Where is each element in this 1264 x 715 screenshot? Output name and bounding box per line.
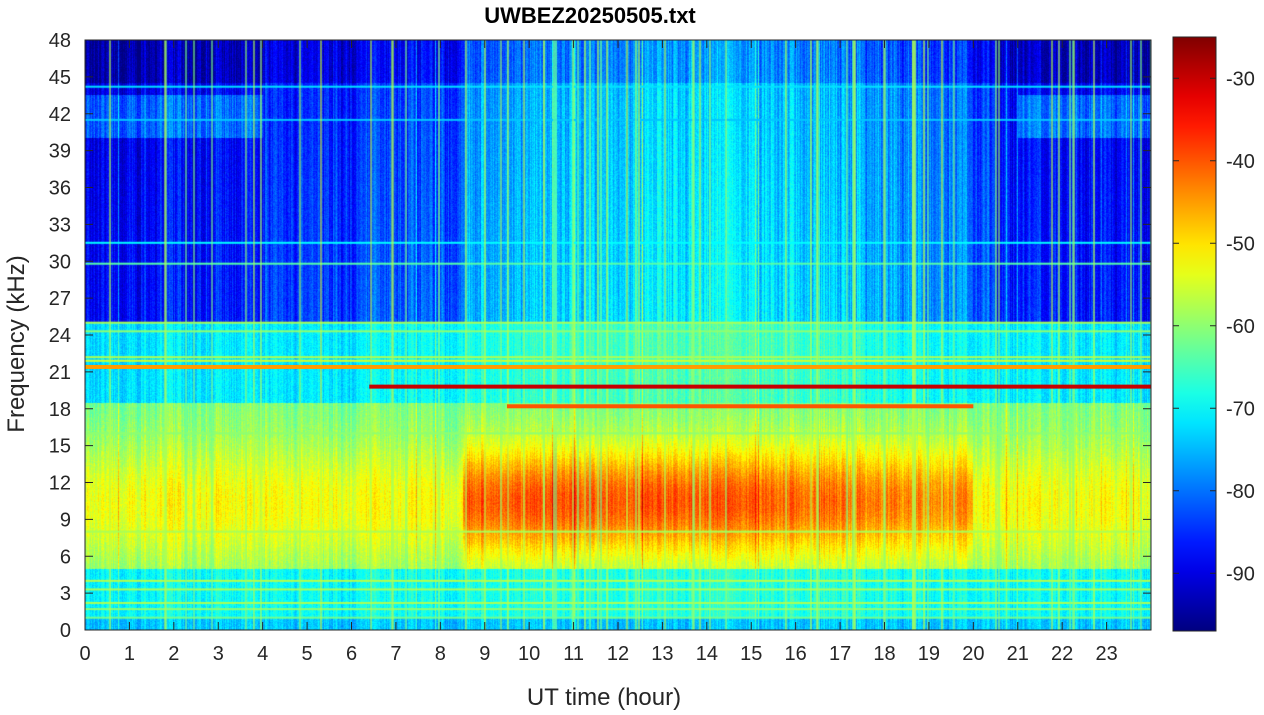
spectrogram-image — [85, 40, 1151, 630]
x-tick-label: 3 — [213, 643, 224, 665]
colorbar-tick-label: -50 — [1226, 233, 1255, 255]
x-tick-label: 9 — [479, 643, 490, 665]
y-tick-label: 33 — [49, 214, 71, 236]
y-tick-label: 27 — [49, 288, 71, 310]
y-tick-label: 3 — [60, 583, 71, 605]
colorbar-gradient — [1172, 36, 1217, 632]
x-tick-label: 17 — [829, 643, 851, 665]
x-tick-label: 8 — [435, 643, 446, 665]
y-tick-label: 24 — [49, 325, 71, 347]
x-tick-label: 13 — [651, 643, 673, 665]
y-tick-label: 39 — [49, 141, 71, 163]
x-tick-label: 5 — [302, 643, 313, 665]
y-tick-label: 45 — [49, 67, 71, 89]
x-tick-label: 14 — [696, 643, 718, 665]
colorbar-tick-label: -80 — [1226, 481, 1255, 503]
x-tick-label: 2 — [168, 643, 179, 665]
x-tick-label: 10 — [518, 643, 540, 665]
transmitter-line-2 — [85, 364, 1151, 369]
transmitter-line-1 — [506, 404, 974, 409]
y-tick-label: 30 — [49, 251, 71, 273]
y-tick-label: 48 — [49, 30, 71, 52]
x-tick-label: 23 — [1095, 643, 1117, 665]
x-tick-label: 1 — [124, 643, 135, 665]
y-tick-label: 21 — [49, 362, 71, 384]
x-tick-label: 12 — [607, 643, 629, 665]
y-tick-label: 42 — [49, 104, 71, 126]
x-tick-label: 15 — [740, 643, 762, 665]
y-tick-label: 18 — [49, 399, 71, 421]
transmitter-line-0 — [369, 384, 1151, 389]
x-tick-label: 19 — [918, 643, 940, 665]
plot-area — [84, 39, 1152, 631]
x-tick-label: 6 — [346, 643, 357, 665]
colorbar: -90 -80 -70 -60 -50 -40 -30 — [1172, 36, 1255, 632]
colorbar-tick-label: -40 — [1226, 151, 1255, 173]
x-axis-label: UT time (hour) — [527, 684, 681, 711]
x-tick-label: 0 — [79, 643, 90, 665]
colorbar-tick-label: -90 — [1226, 563, 1255, 585]
x-tick-label: 7 — [390, 643, 401, 665]
y-axis-label: Frequency (kHz) — [3, 255, 30, 432]
y-tick-label: 0 — [60, 620, 71, 642]
x-tick-label: 16 — [785, 643, 807, 665]
x-tick-label: 11 — [563, 643, 584, 665]
colorbar-tick-label: -60 — [1226, 316, 1255, 338]
x-tick-label: 20 — [962, 643, 984, 665]
x-tick-label: 22 — [1051, 643, 1073, 665]
y-tick-label: 12 — [49, 473, 71, 495]
colorbar-tick-label: -30 — [1226, 68, 1255, 90]
x-tick-label: 18 — [873, 643, 895, 665]
y-tick-label: 6 — [60, 546, 71, 568]
y-tick-label: 15 — [49, 436, 71, 458]
x-tick-label: 4 — [257, 643, 268, 665]
x-axis-ticks: 0 1 2 3 4 5 6 7 8 9 10 11 12 13 14 15 16 17 18 19 20 21 22 23 — [79, 40, 1118, 665]
y-tick-label: 9 — [60, 509, 71, 531]
chart-title: UWBEZ20250505.txt — [484, 3, 696, 28]
y-tick-label: 36 — [49, 178, 71, 200]
colorbar-tick-label: -70 — [1226, 398, 1255, 420]
x-tick-label: 21 — [1007, 643, 1029, 665]
